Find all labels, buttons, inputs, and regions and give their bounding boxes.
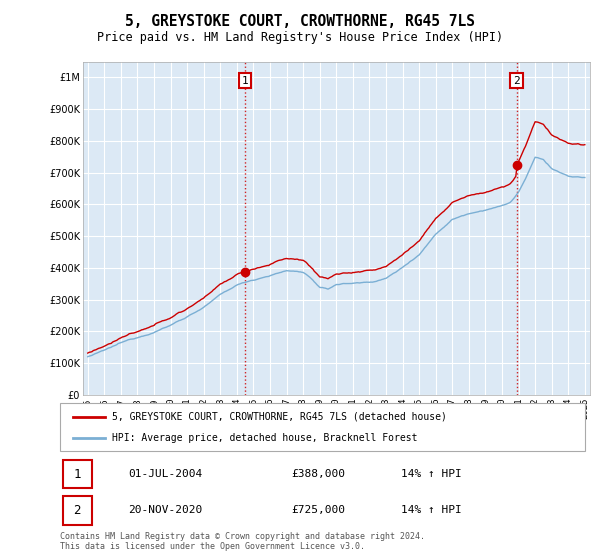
Text: 5, GREYSTOKE COURT, CROWTHORNE, RG45 7LS (detached house): 5, GREYSTOKE COURT, CROWTHORNE, RG45 7LS… — [113, 412, 448, 422]
Text: 20-NOV-2020: 20-NOV-2020 — [128, 505, 203, 515]
Text: £388,000: £388,000 — [291, 469, 345, 479]
Text: 1: 1 — [242, 76, 248, 86]
Text: Contains HM Land Registry data © Crown copyright and database right 2024.
This d: Contains HM Land Registry data © Crown c… — [60, 532, 425, 552]
Text: Price paid vs. HM Land Registry's House Price Index (HPI): Price paid vs. HM Land Registry's House … — [97, 31, 503, 44]
Text: £725,000: £725,000 — [291, 505, 345, 515]
Text: 2: 2 — [513, 76, 520, 86]
Text: HPI: Average price, detached house, Bracknell Forest: HPI: Average price, detached house, Brac… — [113, 433, 418, 444]
FancyBboxPatch shape — [62, 460, 91, 488]
Text: 5, GREYSTOKE COURT, CROWTHORNE, RG45 7LS: 5, GREYSTOKE COURT, CROWTHORNE, RG45 7LS — [125, 14, 475, 29]
FancyBboxPatch shape — [60, 403, 585, 451]
Text: 1: 1 — [74, 468, 81, 480]
Text: 14% ↑ HPI: 14% ↑ HPI — [401, 505, 462, 515]
Text: 2: 2 — [74, 504, 81, 517]
FancyBboxPatch shape — [62, 496, 91, 525]
Text: 14% ↑ HPI: 14% ↑ HPI — [401, 469, 462, 479]
Text: 01-JUL-2004: 01-JUL-2004 — [128, 469, 203, 479]
